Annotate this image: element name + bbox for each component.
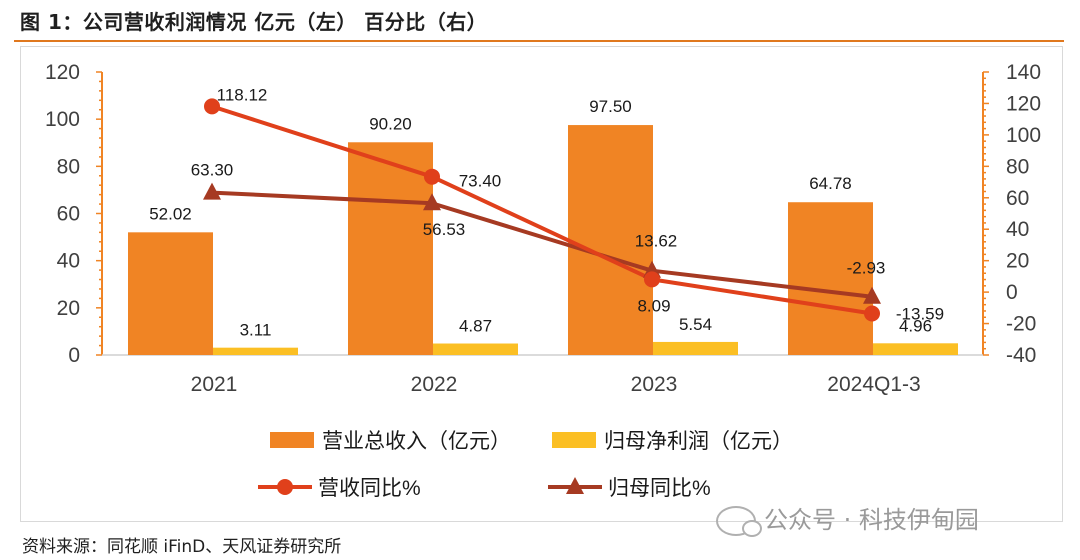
- left-axis-tick-label: 0: [68, 344, 80, 367]
- legend-label: 营业总收入（亿元）: [322, 430, 511, 453]
- wechat-icon: [716, 506, 762, 537]
- chart-title: 图 1：公司营收利润情况 亿元（左） 百分比（右）: [20, 10, 488, 34]
- legend-swatch: [552, 432, 596, 448]
- revenue-bar: [348, 142, 433, 355]
- legend-label: 归母净利润（亿元）: [604, 430, 793, 453]
- revenue-yoy-marker: [864, 305, 880, 322]
- profit-bar: [653, 341, 738, 355]
- revenue-yoy-line: [211, 104, 873, 316]
- profit-bar-label: 4.96: [899, 316, 932, 335]
- revenue-yoy-marker: [204, 98, 220, 115]
- revenue-bar-label: 52.02: [149, 204, 192, 223]
- profit-yoy-marker: [203, 182, 221, 200]
- revenue-bar: [568, 125, 653, 355]
- profit-yoy-label: 13.62: [635, 232, 678, 251]
- right-axis-tick-label: -40: [1006, 344, 1036, 367]
- revenue-bar: [128, 232, 213, 355]
- revenue-bar: [788, 202, 873, 355]
- right-axis-tick-label: 60: [1006, 187, 1029, 210]
- left-axis-tick-label: 40: [57, 250, 80, 273]
- profit-yoy-line: [211, 190, 873, 299]
- revenue-yoy-label: 118.12: [217, 85, 268, 104]
- watermark-text: 公众号 · 科技伊甸园: [764, 506, 979, 534]
- right-axis-tick-label: 20: [1006, 250, 1029, 273]
- right-axis-tick-label: -20: [1006, 313, 1036, 336]
- x-axis-tick-label: 2024Q1-3: [827, 373, 920, 396]
- legend-triangle-marker: [566, 477, 584, 494]
- revenue-yoy-label: 8.09: [637, 296, 670, 315]
- profit-bar: [433, 343, 518, 355]
- revenue-yoy-label: -13.59: [896, 304, 944, 323]
- revenue-bar-label: 90.20: [369, 114, 412, 133]
- revenue-yoy-marker: [424, 168, 440, 185]
- title-divider: [14, 40, 1064, 42]
- legend-swatch: [270, 432, 314, 448]
- revenue-bar-label: 97.50: [589, 97, 632, 116]
- left-axis-tick-label: 80: [57, 155, 80, 178]
- right-axis-tick-label: 40: [1006, 218, 1029, 241]
- left-axis-tick-label: 120: [45, 61, 80, 84]
- x-axis-tick-label: 2023: [631, 373, 678, 396]
- right-axis-tick-label: 0: [1006, 281, 1018, 304]
- profit-yoy-label: 63.30: [191, 161, 234, 180]
- revenue-bar-label: 64.78: [809, 174, 852, 193]
- source-note: 资料来源：同花顺 iFinD、天风证券研究所: [22, 537, 342, 557]
- legend-circle-marker: [277, 479, 293, 495]
- watermark: 公众号 · 科技伊甸园: [716, 500, 979, 537]
- legend-label: 归母同比%: [608, 477, 711, 500]
- profit-yoy-marker: [423, 193, 441, 211]
- profit-bar-label: 5.54: [679, 315, 712, 334]
- chart-frame: [20, 46, 1063, 522]
- legend-label: 营收同比%: [318, 477, 421, 500]
- right-axis-tick-label: 120: [1006, 92, 1041, 115]
- right-axis-tick-label: 140: [1006, 61, 1041, 84]
- profit-bar: [213, 347, 298, 355]
- profit-yoy-label: -2.93: [847, 259, 886, 278]
- profit-bar-label: 3.11: [240, 321, 272, 340]
- profit-yoy-label: 56.53: [423, 220, 466, 239]
- left-axis-tick-label: 60: [57, 203, 80, 226]
- left-axis-tick-label: 100: [45, 108, 80, 131]
- profit-bar: [873, 343, 958, 355]
- right-axis-tick-label: 80: [1006, 155, 1029, 178]
- x-axis-tick-label: 2021: [191, 373, 238, 396]
- revenue-yoy-marker: [644, 271, 660, 288]
- profit-yoy-marker: [863, 286, 881, 304]
- left-axis-tick-label: 20: [57, 297, 80, 320]
- revenue-yoy-label: 73.40: [459, 172, 502, 191]
- right-axis-tick-label: 100: [1006, 124, 1041, 147]
- x-axis-tick-label: 2022: [411, 373, 458, 396]
- profit-bar-label: 4.87: [459, 317, 492, 336]
